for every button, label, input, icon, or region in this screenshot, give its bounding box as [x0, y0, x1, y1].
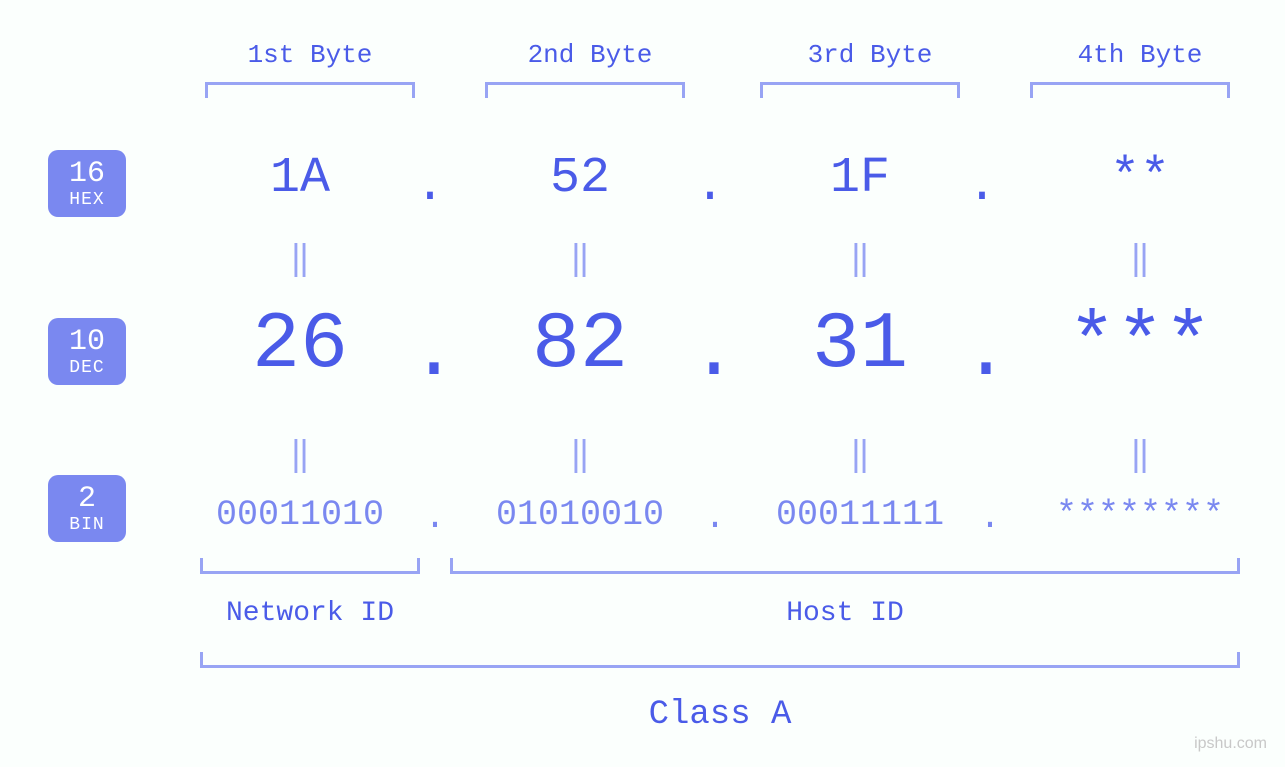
- byte-header-3: 3rd Byte: [770, 40, 970, 70]
- bin-byte-4: ********: [1020, 495, 1260, 535]
- eq-icon: ‖: [1120, 238, 1160, 280]
- badge-label-dec: DEC: [48, 359, 126, 379]
- eq-icon: ‖: [560, 434, 600, 476]
- dot-bin-3: .: [970, 498, 1010, 538]
- top-bracket-1: [205, 82, 415, 98]
- dot-hex-2: .: [690, 158, 730, 215]
- byte-header-4: 4th Byte: [1040, 40, 1240, 70]
- dot-bin-1: .: [415, 498, 455, 538]
- badge-num-bin: 2: [48, 483, 126, 516]
- byte-header-1: 1st Byte: [210, 40, 410, 70]
- top-bracket-3: [760, 82, 960, 98]
- eq-icon: ‖: [840, 434, 880, 476]
- network-id-label: Network ID: [200, 598, 420, 629]
- badge-label-hex: HEX: [48, 191, 126, 211]
- dot-hex-3: .: [962, 158, 1002, 215]
- base-badge-dec: 10 DEC: [48, 318, 126, 385]
- host-id-label: Host ID: [450, 598, 1240, 629]
- ip-breakdown-diagram: 1st Byte 2nd Byte 3rd Byte 4th Byte 16 H…: [0, 0, 1285, 767]
- badge-num-hex: 16: [48, 158, 126, 191]
- dot-dec-2: .: [690, 308, 730, 399]
- watermark: ipshu.com: [1194, 735, 1267, 753]
- eq-icon: ‖: [560, 238, 600, 280]
- dot-bin-2: .: [695, 498, 735, 538]
- badge-num-dec: 10: [48, 326, 126, 359]
- class-bracket: [200, 652, 1240, 668]
- dec-byte-3: 31: [740, 300, 980, 391]
- base-badge-hex: 16 HEX: [48, 150, 126, 217]
- hex-byte-1: 1A: [180, 150, 420, 207]
- hex-byte-4: **: [1020, 150, 1260, 207]
- dec-byte-2: 82: [460, 300, 700, 391]
- bin-byte-2: 01010010: [460, 495, 700, 535]
- dec-byte-4: ***: [1020, 300, 1260, 391]
- top-bracket-2: [485, 82, 685, 98]
- byte-header-2: 2nd Byte: [490, 40, 690, 70]
- hex-byte-3: 1F: [740, 150, 980, 207]
- dot-dec-1: .: [410, 308, 450, 399]
- bin-byte-3: 00011111: [740, 495, 980, 535]
- eq-icon: ‖: [1120, 434, 1160, 476]
- badge-label-bin: BIN: [48, 516, 126, 536]
- eq-icon: ‖: [840, 238, 880, 280]
- eq-icon: ‖: [280, 238, 320, 280]
- hex-byte-2: 52: [460, 150, 700, 207]
- dec-byte-1: 26: [180, 300, 420, 391]
- dot-dec-3: .: [962, 308, 1002, 399]
- class-label: Class A: [200, 696, 1240, 734]
- eq-icon: ‖: [280, 434, 320, 476]
- base-badge-bin: 2 BIN: [48, 475, 126, 542]
- host-id-bracket: [450, 558, 1240, 574]
- network-id-bracket: [200, 558, 420, 574]
- top-bracket-4: [1030, 82, 1230, 98]
- dot-hex-1: .: [410, 158, 450, 215]
- bin-byte-1: 00011010: [180, 495, 420, 535]
